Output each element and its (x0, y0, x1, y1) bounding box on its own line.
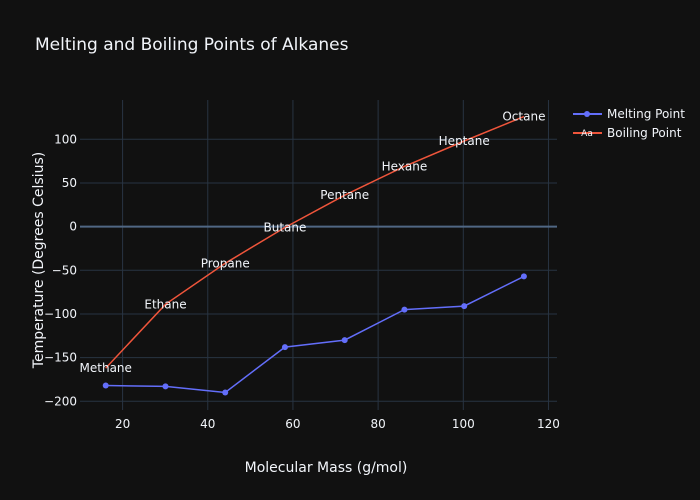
data-label: Ethane (144, 297, 186, 311)
series-line-1 (105, 115, 525, 369)
legend-swatch-marker (584, 111, 590, 117)
y-tick-label: 0 (69, 220, 77, 234)
x-tick-label: 20 (115, 417, 130, 431)
y-tick-label: −100 (44, 307, 77, 321)
data-point (520, 273, 527, 280)
data-label: Hexane (382, 159, 428, 173)
legend: Melting Point Aa Boiling Point (573, 107, 685, 140)
legend-text-glyph: Aa (581, 129, 593, 139)
data-label: Heptane (439, 134, 490, 148)
legend-label: Boiling Point (607, 126, 682, 140)
x-tick-label: 100 (452, 417, 475, 431)
chart-title: Melting and Boiling Points of Alkanes (35, 35, 349, 55)
tick-labels: 20 40 60 80 100 120 −200 −150 −100 −50 0 50 100 (44, 132, 560, 431)
x-tick-label: 40 (200, 417, 215, 431)
x-tick-label: 60 (285, 417, 300, 431)
x-axis-title: Molecular Mass (g/mol) (245, 460, 408, 476)
data-label: Octane (502, 110, 545, 124)
point-labels: Methane Ethane Propane Butane Pentane Hexane H… (80, 110, 546, 375)
grid-layer (80, 100, 557, 410)
y-tick-label: −150 (44, 351, 77, 365)
data-point (461, 303, 468, 310)
series-layer (102, 115, 527, 396)
data-point (162, 383, 169, 390)
data-point (281, 344, 288, 351)
data-label: Pentane (320, 188, 369, 202)
y-axis-title: Temperature (Degrees Celsius) (31, 152, 47, 369)
x-tick-label: 80 (370, 417, 385, 431)
data-point (401, 306, 408, 313)
data-label: Propane (201, 256, 250, 270)
data-point (222, 389, 229, 396)
y-tick-label: 50 (62, 176, 77, 190)
y-tick-label: −50 (52, 263, 77, 277)
x-tick-label: 120 (537, 417, 560, 431)
series-line-0 (105, 275, 525, 394)
y-tick-label: −200 (44, 394, 77, 408)
data-point (102, 382, 109, 389)
legend-label: Melting Point (607, 107, 685, 121)
data-label: Methane (80, 361, 132, 375)
data-label: Butane (263, 220, 306, 234)
y-tick-label: 100 (54, 132, 77, 146)
data-point (341, 337, 348, 344)
